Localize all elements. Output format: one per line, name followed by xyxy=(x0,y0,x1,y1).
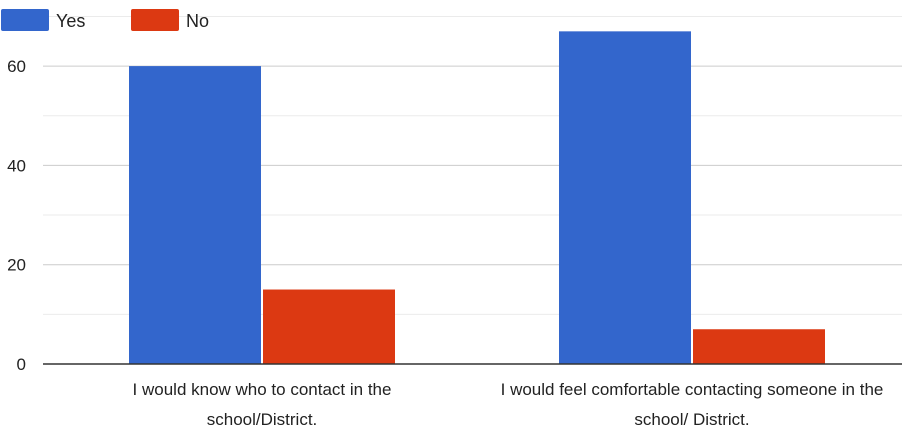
legend-swatch-yes[interactable] xyxy=(1,9,49,31)
x-category-label: school/District. xyxy=(207,410,318,429)
bar-no-2 xyxy=(693,329,825,364)
axes: 0 20 40 60 I would know who to contact in th… xyxy=(7,57,902,429)
legend-swatch-no[interactable] xyxy=(131,9,179,31)
y-tick-label: 40 xyxy=(7,156,26,175)
bar-yes-2 xyxy=(559,31,691,364)
bar-no-1 xyxy=(263,289,395,364)
x-category-label: I would know who to contact in the xyxy=(133,380,392,399)
y-tick-label: 0 xyxy=(17,355,26,374)
y-tick-label: 20 xyxy=(7,256,26,275)
legend-label-yes[interactable]: Yes xyxy=(56,11,85,31)
legend: Yes No xyxy=(1,9,209,31)
legend-label-no[interactable]: No xyxy=(186,11,209,31)
x-category-label: I would feel comfortable contacting some… xyxy=(501,380,884,399)
y-tick-label: 60 xyxy=(7,57,26,76)
bar-yes-1 xyxy=(129,66,261,364)
bars xyxy=(129,31,825,364)
x-category-label: school/ District. xyxy=(634,410,749,429)
